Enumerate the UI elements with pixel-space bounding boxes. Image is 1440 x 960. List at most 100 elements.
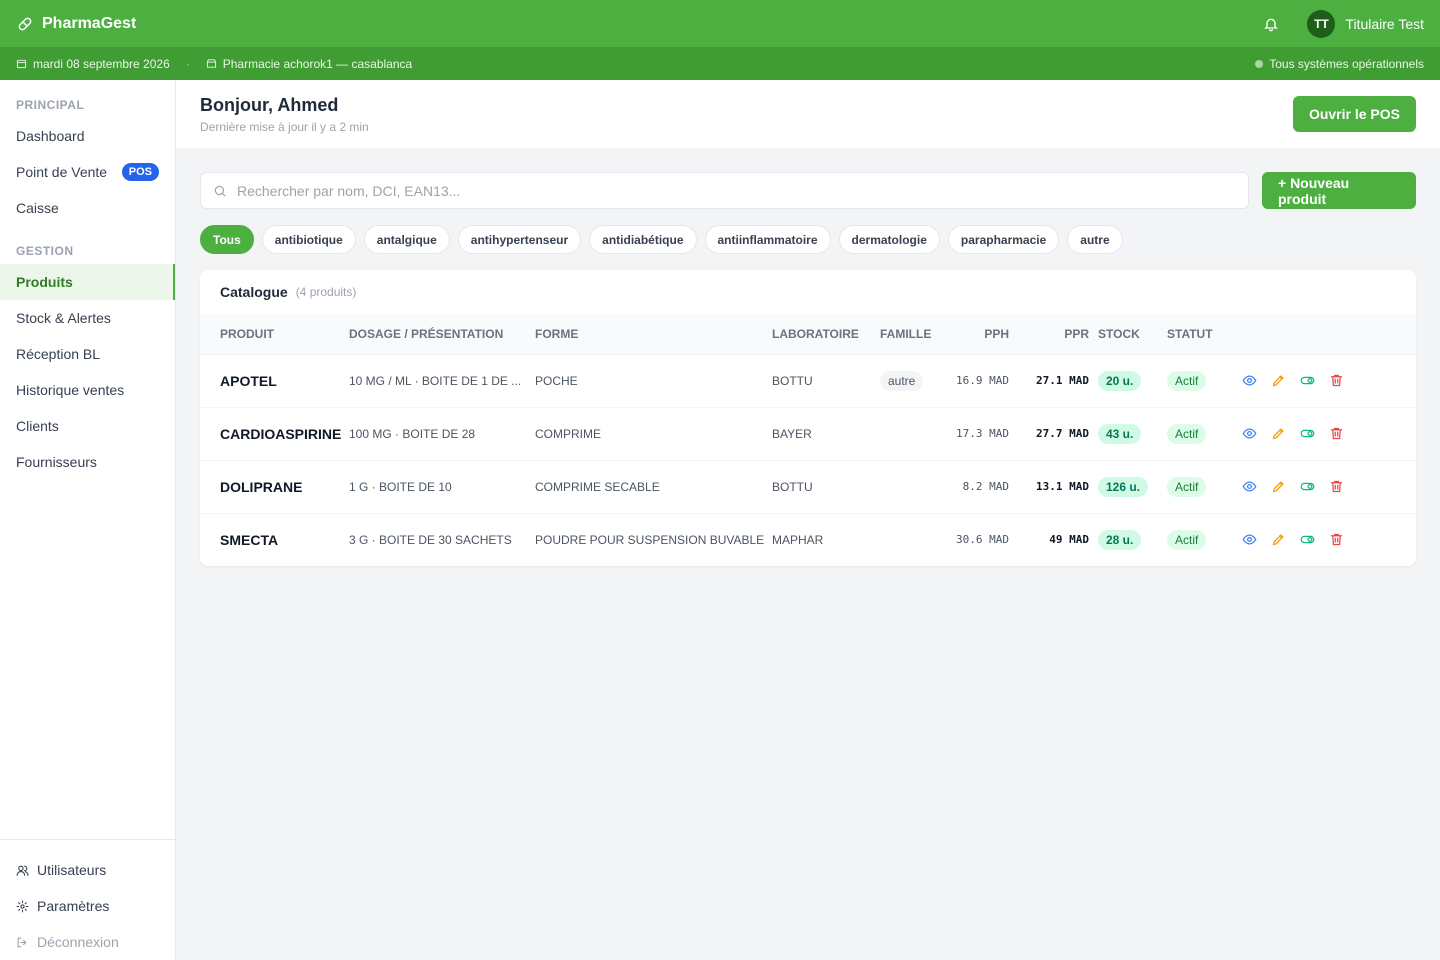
view-button[interactable] xyxy=(1242,479,1257,494)
statut-pill: Actif xyxy=(1167,423,1207,444)
store-icon xyxy=(206,59,216,68)
footer-label: Utilisateurs xyxy=(37,862,107,878)
cell-pph: 17.3 MAD xyxy=(947,406,1017,460)
product-row[interactable]: SMECTA 3 G · BOITE DE 30 SACHETS POUDRE PO… xyxy=(200,512,1416,566)
statut-pill: Actif xyxy=(1167,370,1207,391)
dosage: 3 G · BOITE DE 30 SACHETS xyxy=(349,532,512,547)
filter-chip[interactable]: antalgique xyxy=(363,225,450,254)
nav-label: Stock & Alertes xyxy=(16,310,111,326)
edit-button[interactable] xyxy=(1271,373,1286,388)
product-name: APOTEL xyxy=(220,372,277,389)
nav-item[interactable]: Point de Vente POS xyxy=(0,154,175,190)
cell-labo: BAYER xyxy=(771,406,879,460)
avatar[interactable]: TT xyxy=(1307,9,1336,38)
nav-item[interactable]: Stock & Alertes xyxy=(0,300,175,336)
view-button[interactable] xyxy=(1242,426,1257,441)
nav-label: Clients xyxy=(16,418,59,434)
nav-badge: POS xyxy=(121,163,159,181)
greeting-block: Bonjour, Ahmed Dernière mise à jour il y … xyxy=(200,95,369,134)
dosage: 100 MG · BOITE DE 28 xyxy=(349,426,476,441)
edit-button[interactable] xyxy=(1271,479,1286,494)
famille-pill: autre xyxy=(880,370,924,391)
forme: POCHE xyxy=(535,373,578,388)
nav-item[interactable]: Dashboard xyxy=(0,118,175,154)
status-bar: mardi 08 septembre 2026 · Pharmacie acho… xyxy=(0,47,1440,80)
footer-label: Paramètres xyxy=(37,898,110,914)
view-button[interactable] xyxy=(1242,373,1257,388)
edit-button[interactable] xyxy=(1271,532,1286,547)
view-button[interactable] xyxy=(1242,532,1257,547)
filter-chip[interactable]: antihypertenseur xyxy=(457,225,582,254)
footer-icon xyxy=(16,865,29,876)
delete-button[interactable] xyxy=(1329,426,1344,441)
footer-item[interactable]: Déconnexion xyxy=(0,924,175,960)
dosage: 10 MG / ML · BOITE DE 1 DE ... xyxy=(349,373,522,388)
toggle-button[interactable] xyxy=(1300,532,1315,547)
footer-item[interactable]: Paramètres xyxy=(0,888,175,924)
delete-button[interactable] xyxy=(1329,373,1344,388)
bell-icon[interactable] xyxy=(1263,16,1279,32)
nav-item[interactable]: Clients xyxy=(0,408,175,444)
row-actions xyxy=(1242,532,1415,547)
price: 17.3 MAD xyxy=(956,427,1009,440)
filter-chip[interactable]: autre xyxy=(1067,225,1123,254)
statut-pill: Actif xyxy=(1167,476,1207,497)
product-row[interactable]: APOTEL 10 MG / ML · BOITE DE 1 DE ... POCH… xyxy=(200,353,1416,407)
product-row[interactable]: CARDIOASPIRINE 100 MG · BOITE DE 28 COMPRI… xyxy=(200,406,1416,460)
product-row[interactable]: DOLIPRANE 1 G · BOITE DE 10 COMPRIME SECAB… xyxy=(200,459,1416,513)
column-header: FAMILLE xyxy=(879,314,947,354)
column-header: FORME xyxy=(534,314,771,354)
user-name[interactable]: Titulaire Test xyxy=(1345,15,1424,32)
logo-icon xyxy=(18,17,32,30)
cell-forme: POCHE xyxy=(534,353,771,407)
column-header: PPH xyxy=(947,314,1017,354)
main: Bonjour, Ahmed Dernière mise à jour il y … xyxy=(176,80,1440,960)
column-header: PPR xyxy=(1017,314,1097,354)
sidebar: PRINCIPAL Dashboard Point de Vente POS Caiss… xyxy=(0,80,176,960)
cell-stock: 126 u. xyxy=(1097,459,1166,513)
filter-chip[interactable]: antiinflammatoire xyxy=(704,225,831,254)
delete-button[interactable] xyxy=(1329,532,1344,547)
nav-item[interactable]: Produits xyxy=(0,264,175,300)
toggle-button[interactable] xyxy=(1300,479,1315,494)
nav-item[interactable]: Réception BL xyxy=(0,336,175,372)
nav-item[interactable]: Historique ventes xyxy=(0,372,175,408)
new-product-button[interactable]: + Nouveau produit xyxy=(1262,172,1416,209)
nav-label: Fournisseurs xyxy=(16,454,97,470)
filter-chip[interactable]: antibiotique xyxy=(261,225,356,254)
footer-icon xyxy=(16,900,29,912)
brand: PharmaGest xyxy=(42,14,137,32)
cell-famille xyxy=(879,459,947,513)
top-bar: PharmaGest TT Titulaire Test xyxy=(0,0,1440,47)
forme: COMPRIME xyxy=(535,426,601,441)
delete-button[interactable] xyxy=(1329,479,1344,494)
card-title: Catalogue xyxy=(220,284,288,300)
filter-chips: Tous antibiotique antalgique antihypertense… xyxy=(200,225,1416,254)
edit-button[interactable] xyxy=(1271,426,1286,441)
price: 27.7 MAD xyxy=(1036,427,1089,440)
cell-statut: Actif xyxy=(1166,406,1241,460)
column-header-actions xyxy=(1241,314,1416,354)
toggle-button[interactable] xyxy=(1300,426,1315,441)
nav-item[interactable]: Caisse xyxy=(0,190,175,226)
product-table: PRODUIT DOSAGE / PRÉSENTATION FORME LABORAT… xyxy=(200,314,1416,566)
filter-chip[interactable]: Tous xyxy=(200,225,254,254)
search-input[interactable]: Rechercher par nom, DCI, EAN13... xyxy=(200,172,1249,209)
price: 8.2 MAD xyxy=(962,480,1009,493)
forme: POUDRE POUR SUSPENSION BUVABLE xyxy=(535,532,765,547)
pharmacy: Pharmacie achorok1 — casablanca xyxy=(222,56,413,71)
catalogue-card: Catalogue (4 produits) PRODUIT DOSAGE / PR… xyxy=(200,270,1416,566)
nav-label: Caisse xyxy=(16,200,59,216)
nav-item[interactable]: Fournisseurs xyxy=(0,444,175,480)
page-header: Bonjour, Ahmed Dernière mise à jour il y … xyxy=(176,80,1440,148)
cell-statut: Actif xyxy=(1166,512,1241,566)
search-icon xyxy=(214,185,226,197)
filter-chip[interactable]: parapharmacie xyxy=(947,225,1060,254)
open-pos-button[interactable]: Ouvrir le POS xyxy=(1292,96,1416,132)
greeting: Bonjour, Ahmed xyxy=(200,94,339,115)
filter-chip[interactable]: dermatologie xyxy=(838,225,940,254)
footer-item[interactable]: Utilisateurs xyxy=(0,852,175,888)
section-title: PRINCIPAL xyxy=(16,98,85,112)
filter-chip[interactable]: antidiabétique xyxy=(589,225,697,254)
toggle-button[interactable] xyxy=(1300,373,1315,388)
